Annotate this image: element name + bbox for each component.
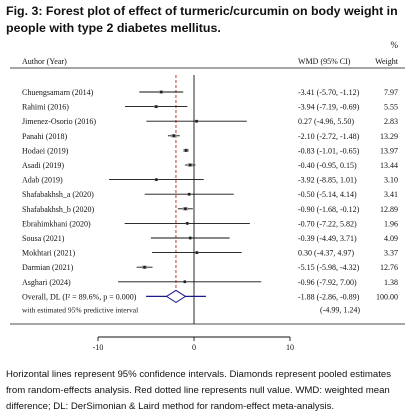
header-weight: Weight: [375, 57, 399, 66]
study-point: [159, 90, 163, 94]
study-label: Asadi (2019): [22, 161, 64, 170]
study-ci-text: -3.41 (-5.70, -1.12): [298, 88, 360, 97]
header-author: Author (Year): [22, 57, 67, 66]
overall-weight: 100.00: [376, 292, 398, 301]
study-point: [195, 119, 199, 123]
study-label: Adab (2019): [22, 176, 63, 185]
study-point: [195, 251, 199, 255]
study-label: Asghari (2024): [22, 278, 71, 287]
forest-plot: % Author (Year) WMD (95% CI) Weight Chuengsa…: [10, 40, 405, 352]
study-label: Mokhtari (2021): [22, 249, 75, 258]
study-ci-text: -0.96 (-7.92, 7.00): [298, 278, 357, 287]
study-point: [172, 134, 176, 138]
study-label: Ebrahimkhani (2020): [22, 219, 91, 228]
figure-caption: Horizontal lines represent 95% confidenc…: [6, 369, 392, 412]
study-weight: 2.83: [384, 117, 398, 126]
study-ci-text: -0.83 (-1.01, -0.65): [298, 146, 360, 155]
x-axis-tick-label: 0: [192, 343, 196, 352]
study-point: [185, 221, 189, 225]
study-point: [188, 163, 192, 167]
plot-area: % Author (Year) WMD (95% CI) Weight Chuengsa…: [10, 40, 405, 352]
study-point: [184, 148, 188, 152]
study-point: [187, 192, 191, 196]
study-label: Rahimi (2016): [22, 103, 69, 112]
predictive-interval-label: with estimated 95% predictive interval: [22, 305, 138, 314]
study-ci-text: 0.27 (-4.96, 5.50): [298, 117, 354, 126]
study-label: Panahi (2018): [22, 132, 67, 141]
study-label: Hodaei (2019): [22, 146, 69, 155]
study-ci-text: -0.50 (-5.14, 4.14): [298, 190, 357, 199]
study-point: [188, 236, 192, 240]
study-ci-text: -3.94 (-7.19, -0.69): [298, 103, 360, 112]
study-weight: 1.38: [384, 278, 398, 287]
study-ci-text: -5.15 (-5.98, -4.32): [298, 263, 360, 272]
study-weight: 4.09: [384, 234, 398, 243]
study-weight: 1.96: [384, 219, 398, 228]
study-label: Shafabakhsh_b (2020): [22, 205, 95, 214]
header-weight-percent: %: [391, 40, 399, 50]
x-axis-tick-label: 10: [286, 343, 294, 352]
study-ci-text: -0.39 (-4.49, 3.71): [298, 234, 357, 243]
study-weight: 13.29: [380, 132, 398, 141]
study-label: Jimenez-Osorio (2016): [22, 117, 96, 126]
study-weight: 12.76: [380, 263, 398, 272]
study-weight: 3.41: [384, 190, 398, 199]
study-weight: 3.10: [384, 176, 398, 185]
study-ci-text: 0.30 (-4.37, 4.97): [298, 249, 354, 258]
study-weight: 13.97: [380, 146, 398, 155]
study-weight: 7.97: [384, 88, 398, 97]
study-weight: 5.55: [384, 103, 398, 112]
study-ci-text: -3.92 (-8.85, 1.01): [298, 176, 357, 185]
study-point: [154, 105, 158, 109]
header-effect: WMD (95% CI): [298, 57, 351, 66]
study-ci-text: -2.10 (-2.72, -1.48): [298, 132, 360, 141]
study-label: Shafabakhsh_a (2020): [22, 190, 94, 199]
overall-label: Overall, DL (I² = 89.6%, p = 0.000): [22, 292, 137, 301]
x-axis-tick-label: -10: [93, 343, 104, 352]
study-ci-text: -0.70 (-7.22, 5.82): [298, 219, 357, 228]
study-weight: 3.37: [384, 249, 398, 258]
study-label: Chuengsamarn (2014): [22, 88, 94, 97]
overall-ci-text: -1.88 (-2.86, -0.89): [298, 292, 360, 301]
study-ci-text: -0.90 (-1.68, -0.12): [298, 205, 360, 214]
study-point: [154, 178, 158, 182]
predictive-interval-text: (-4.99, 1.24): [320, 305, 360, 314]
study-label: Sousa (2021): [22, 234, 65, 243]
study-label: Darmian (2021): [22, 263, 74, 272]
study-point: [183, 207, 187, 211]
overall-diamond: [165, 289, 187, 303]
study-weight: 12.89: [380, 205, 398, 214]
study-point: [183, 280, 187, 284]
figure-title: Fig. 3: Forest plot of effect of turmeri…: [6, 4, 398, 35]
study-ci-text: -0.40 (-0.95, 0.15): [298, 161, 357, 170]
study-weight: 13.44: [380, 161, 398, 170]
study-point: [143, 265, 147, 269]
